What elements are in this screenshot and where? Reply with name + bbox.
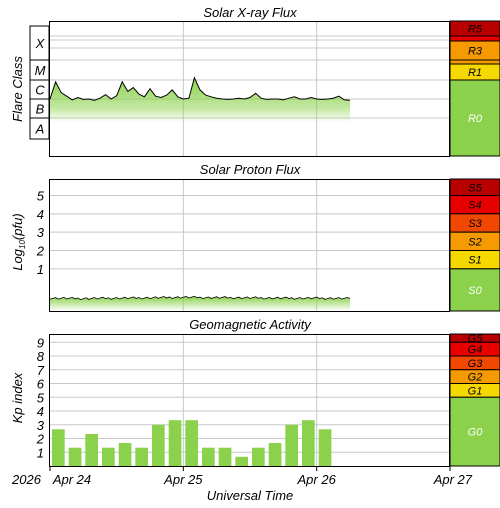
kp-bar bbox=[318, 429, 332, 466]
proton-ylabel: Log10(pfu) bbox=[10, 213, 27, 270]
proton-grid bbox=[50, 179, 450, 311]
kp-bar bbox=[135, 447, 148, 466]
xray-flux-line bbox=[49, 76, 351, 101]
scale-g1-label: G1 bbox=[468, 385, 483, 397]
scale-g3-label: G3 bbox=[468, 358, 484, 370]
kp-bar bbox=[68, 447, 82, 466]
scale-g4-label: G4 bbox=[468, 344, 483, 356]
x-tick-label: Apr 25 bbox=[163, 472, 203, 487]
x-axis-year: 2026 bbox=[11, 472, 42, 487]
scale-r4-band bbox=[449, 35, 500, 42]
kp-bar bbox=[168, 420, 182, 466]
kp-bar bbox=[102, 447, 115, 466]
kp-bar bbox=[152, 424, 165, 467]
scale-g2-label: G2 bbox=[468, 372, 483, 384]
kp-bar bbox=[302, 420, 315, 466]
flare-class-label: C bbox=[35, 83, 45, 98]
scale-s2-label: S2 bbox=[468, 236, 481, 248]
kp-ylabel: Kp index bbox=[10, 372, 25, 423]
proton-y-tick-label: 2 bbox=[36, 244, 45, 259]
x-tick-label: Apr 27 bbox=[433, 472, 473, 487]
flare-class-label: A bbox=[35, 122, 45, 137]
scale-r3-label: R3 bbox=[468, 46, 483, 58]
proton-y-tick-label: 5 bbox=[37, 189, 45, 204]
kp-bar bbox=[285, 424, 298, 467]
xray-flux-area bbox=[50, 77, 350, 122]
kp-bar bbox=[235, 456, 248, 466]
proton-ylabel-unit: (pfu) bbox=[10, 213, 25, 240]
scale-r5-label: R5 bbox=[468, 24, 483, 36]
x-tick-label: Apr 26 bbox=[297, 472, 337, 487]
kp-y-tick-label: 4 bbox=[37, 404, 44, 419]
scale-s0-label: S0 bbox=[468, 285, 482, 297]
kp-y-tick-label: 8 bbox=[37, 349, 45, 364]
kp-grid bbox=[50, 334, 450, 466]
xray-title: Solar X-ray Flux bbox=[203, 5, 297, 20]
kp-y-tick-label: 5 bbox=[37, 390, 45, 405]
kp-bar bbox=[218, 447, 232, 466]
kp-bar bbox=[185, 420, 198, 466]
kp-frame bbox=[49, 334, 450, 467]
scale-s5-label: S5 bbox=[468, 182, 482, 194]
proton-ylabel-sub: 10 bbox=[18, 240, 27, 249]
kp-bar bbox=[202, 447, 215, 466]
proton-y-tick-label: 4 bbox=[37, 207, 44, 222]
kp-y-tick-label: 7 bbox=[37, 363, 45, 378]
xray-grid bbox=[50, 21, 450, 156]
kp-title: Geomagnetic Activity bbox=[189, 317, 312, 332]
x-axis-ticks: Apr 24 Apr 25 Apr 26 Apr 27 bbox=[49, 466, 473, 487]
x-axis-label: Universal Time bbox=[207, 488, 294, 503]
proton-s-scale: S5 S4 S3 S2 S1 S0 bbox=[449, 178, 500, 312]
flare-class-label: B bbox=[36, 102, 45, 117]
xray-ylabel: Flare Class bbox=[10, 56, 25, 122]
scale-g0-label: G0 bbox=[468, 427, 484, 439]
xray-r-scale: R5 R3 R1 R0 bbox=[449, 20, 500, 157]
proton-y-ticks: 1 2 3 4 5 bbox=[36, 189, 45, 277]
x-axis: 2026 Apr 24 Apr 25 Apr 26 Apr 27 Universal … bbox=[11, 466, 473, 503]
x-tick-label: Apr 24 bbox=[52, 472, 91, 487]
proton-frame bbox=[49, 179, 450, 312]
proton-title: Solar Proton Flux bbox=[200, 162, 301, 177]
scale-s1-label: S1 bbox=[468, 255, 481, 267]
kp-y-tick-label: 2 bbox=[36, 432, 45, 447]
kp-y-tick-label: 1 bbox=[37, 445, 44, 460]
kp-y-tick-label: 9 bbox=[37, 335, 44, 350]
proton-flux-area bbox=[50, 296, 350, 311]
kp-bars bbox=[52, 420, 332, 467]
proton-flux-line bbox=[49, 295, 351, 301]
flare-class-label: X bbox=[35, 36, 46, 51]
kp-bar bbox=[85, 434, 98, 466]
scale-r2-band bbox=[449, 59, 500, 65]
proton-y-tick-label: 1 bbox=[37, 262, 44, 277]
scale-r0-label: R0 bbox=[468, 113, 483, 125]
scale-r0-band bbox=[449, 79, 500, 157]
scale-r1-label: R1 bbox=[468, 67, 482, 79]
kp-y-tick-label: 3 bbox=[37, 418, 45, 433]
kp-bar bbox=[268, 443, 282, 466]
proton-ylabel-base: Log bbox=[10, 248, 25, 270]
kp-bar bbox=[118, 443, 132, 466]
xray-frame bbox=[49, 21, 450, 157]
kp-bar bbox=[252, 447, 265, 466]
kp-bar bbox=[52, 429, 65, 466]
flare-class-label: M bbox=[35, 63, 46, 78]
proton-y-tick-label: 3 bbox=[37, 225, 45, 240]
scale-s3-label: S3 bbox=[468, 218, 482, 230]
kp-y-tick-label: 6 bbox=[37, 377, 45, 392]
scale-s4-label: S4 bbox=[468, 200, 481, 212]
